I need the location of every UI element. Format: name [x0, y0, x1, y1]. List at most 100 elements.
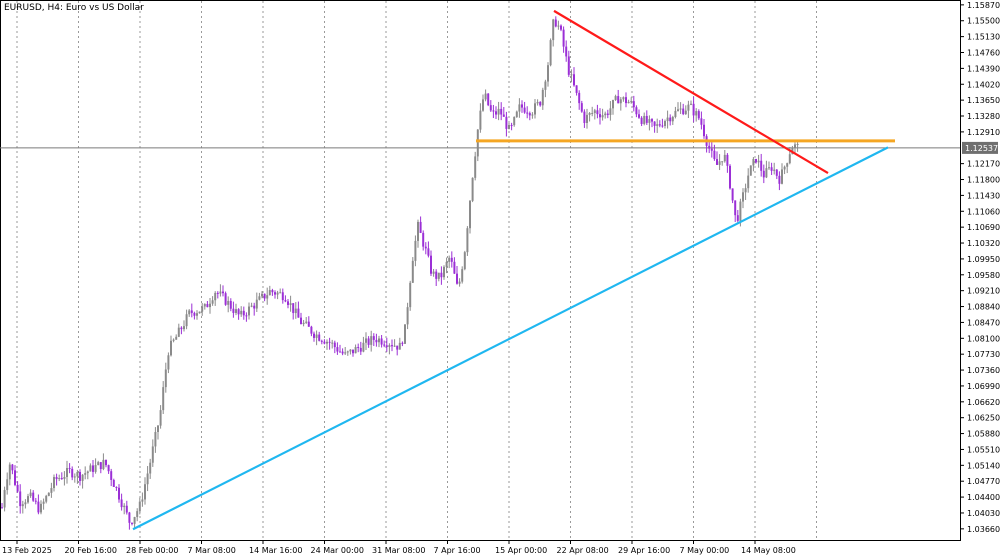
- y-tick-label: 1.11060: [967, 207, 1000, 216]
- candle: [513, 116, 516, 127]
- y-tick-label: 1.04030: [967, 509, 1000, 518]
- candle: [167, 352, 170, 374]
- candle: [695, 108, 698, 122]
- candle: [526, 106, 529, 119]
- candle: [55, 473, 58, 486]
- candle: [487, 93, 490, 107]
- candle: [292, 303, 295, 320]
- candle: [211, 296, 214, 306]
- chart-title: EURUSD, H4: Euro vs US Dollar: [4, 3, 144, 13]
- candle: [575, 85, 578, 96]
- candle: [284, 295, 287, 303]
- y-tick-label: 1.09210: [967, 287, 1000, 296]
- current-price-tag: 1.12537: [962, 141, 998, 154]
- candle: [237, 308, 240, 320]
- candle: [177, 323, 180, 338]
- candle: [684, 105, 687, 115]
- candle: [705, 134, 708, 153]
- candle: [328, 337, 331, 350]
- time-axis: 13 Feb 2025 20 Feb 16:00 28 Feb 00:00 7 Mar…: [2, 540, 796, 555]
- candle: [29, 489, 32, 498]
- candle: [409, 280, 412, 311]
- candle: [227, 296, 230, 313]
- candle: [323, 339, 326, 345]
- candle: [154, 427, 157, 453]
- candle: [258, 292, 261, 301]
- candle: [313, 331, 315, 342]
- candle: [339, 344, 341, 353]
- candle: [679, 102, 682, 114]
- candle: [586, 108, 588, 129]
- candle: [521, 100, 523, 113]
- y-tick-label: 1.08100: [967, 334, 1000, 343]
- candle: [144, 477, 146, 505]
- candle: [726, 153, 729, 173]
- candle: [448, 255, 451, 269]
- y-tick-label: 1.06250: [967, 414, 1000, 423]
- candle: [471, 177, 474, 203]
- candle: [261, 291, 263, 299]
- x-tick-label: 7 May 00:00: [680, 546, 730, 555]
- candle: [497, 101, 500, 121]
- candle: [432, 268, 435, 277]
- candle: [190, 303, 193, 318]
- x-tick-label: 22 Apr 08:00: [557, 546, 609, 555]
- candle: [383, 340, 386, 348]
- y-tick-label: 1.13650: [967, 96, 1000, 105]
- candle: [201, 302, 204, 316]
- candle: [310, 325, 313, 337]
- candle: [671, 115, 674, 125]
- candles: [1, 16, 799, 530]
- trend-lines: [132, 9, 895, 531]
- candle: [349, 349, 352, 355]
- support-trendline: [132, 146, 889, 531]
- y-tick-label: 1.14020: [967, 80, 1000, 89]
- candle: [63, 471, 66, 486]
- candle: [643, 112, 646, 126]
- candle: [697, 109, 700, 121]
- candle: [479, 103, 482, 133]
- y-tick-label: 1.05140: [967, 461, 1000, 470]
- candle: [422, 230, 425, 251]
- candle: [37, 494, 40, 515]
- candle: [596, 104, 599, 119]
- candle: [370, 330, 373, 352]
- candle: [105, 459, 107, 468]
- candle: [341, 348, 344, 356]
- candle: [40, 500, 42, 515]
- candle: [469, 200, 471, 234]
- candle: [302, 319, 305, 327]
- y-tick-label: 1.15130: [967, 33, 1000, 42]
- candle: [50, 482, 53, 498]
- candle: [146, 466, 149, 492]
- candle: [549, 38, 552, 67]
- y-tick-label: 1.07360: [967, 366, 1000, 375]
- candle: [235, 303, 237, 316]
- candle: [388, 343, 391, 355]
- candle: [547, 62, 549, 87]
- y-tick-label: 1.14760: [967, 48, 1000, 57]
- candle: [344, 346, 347, 356]
- candle: [79, 469, 81, 486]
- candle: [396, 345, 399, 356]
- candle: [614, 94, 617, 101]
- candle: [170, 335, 172, 357]
- candle: [786, 162, 789, 174]
- y-tick-label: 1.15870: [967, 1, 1000, 10]
- candle: [102, 453, 105, 471]
- candle: [775, 169, 778, 180]
- candle: [437, 272, 440, 282]
- candle: [138, 497, 141, 515]
- candle: [47, 492, 50, 497]
- candle: [723, 149, 726, 163]
- candle: [562, 26, 565, 53]
- x-tick-label: 29 Apr 16:00: [618, 546, 670, 555]
- candle: [378, 335, 380, 348]
- candle: [515, 110, 518, 118]
- candle: [531, 112, 534, 119]
- candle: [157, 425, 159, 440]
- candle: [362, 336, 365, 353]
- candle: [414, 235, 417, 267]
- candle: [677, 102, 679, 112]
